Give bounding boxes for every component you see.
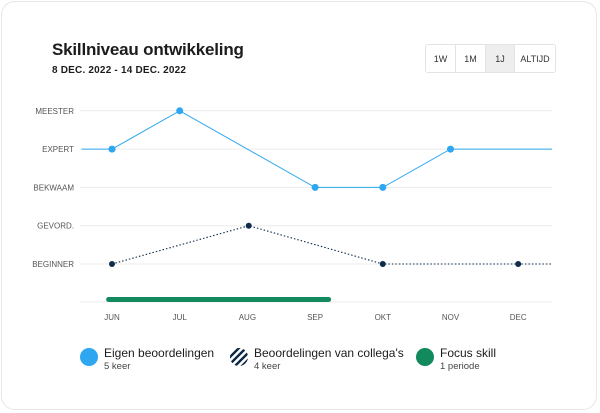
range-button-1w[interactable]: 1W (426, 45, 456, 72)
legend-swatch-focus (416, 348, 434, 366)
x-tick-label: AUG (239, 313, 256, 322)
data-point-colleagues (515, 261, 522, 267)
legend-swatch-own (80, 348, 98, 366)
legend-label-own: Eigen beoordelingen (104, 346, 215, 360)
y-tick-label: GEVORD. (37, 222, 74, 231)
x-tick-label: DEC (510, 313, 527, 322)
legend-item-focus: Focus skill 1 periode (416, 346, 496, 372)
legend-item-colleagues: Beoordelingen van collega's 4 keer (230, 346, 404, 372)
x-tick-label: JUL (173, 313, 188, 322)
data-point-own (311, 183, 319, 191)
legend-label-focus: Focus skill (440, 346, 497, 360)
legend-label-colleagues: Beoordelingen van collega's (254, 346, 404, 360)
x-tick-label: OKT (375, 313, 392, 322)
series-line-colleagues (111, 225, 553, 265)
data-point-own (176, 107, 184, 115)
legend-item-own: Eigen beoordelingen 5 keer (80, 346, 214, 372)
y-tick-label: BEKWAAM (33, 183, 74, 192)
x-tick-label: NOV (442, 313, 460, 322)
date-range: 8 DEC. 2022 - 14 DEC. 2022 (52, 65, 187, 76)
legend-count-own: 5 keer (104, 361, 131, 372)
data-point-own (379, 183, 387, 191)
x-tick-label: JUN (104, 313, 120, 322)
y-tick-label: EXPERT (42, 145, 74, 154)
range-button-altijd[interactable]: ALTIJD (515, 45, 555, 72)
range-button-1j[interactable]: 1J (486, 45, 515, 72)
data-point-colleagues (379, 261, 386, 267)
x-tick-label: SEP (307, 313, 323, 322)
data-point-colleagues (109, 261, 115, 267)
legend-count-focus: 1 periode (440, 361, 480, 372)
data-point-colleagues (245, 222, 252, 229)
legend-swatch-colleagues (230, 348, 248, 366)
chart-title: Skillniveau ontwikkeling (52, 40, 244, 59)
y-tick-label: BEGINNER (32, 260, 74, 269)
range-button-1m[interactable]: 1M (456, 45, 486, 72)
data-point-own (447, 145, 454, 153)
y-tick-label: MEESTER (35, 107, 74, 116)
legend-count-colleagues: 4 keer (254, 361, 281, 372)
time-range-selector: 1W 1M 1J ALTIJD (425, 44, 556, 73)
data-point-own (108, 145, 116, 153)
